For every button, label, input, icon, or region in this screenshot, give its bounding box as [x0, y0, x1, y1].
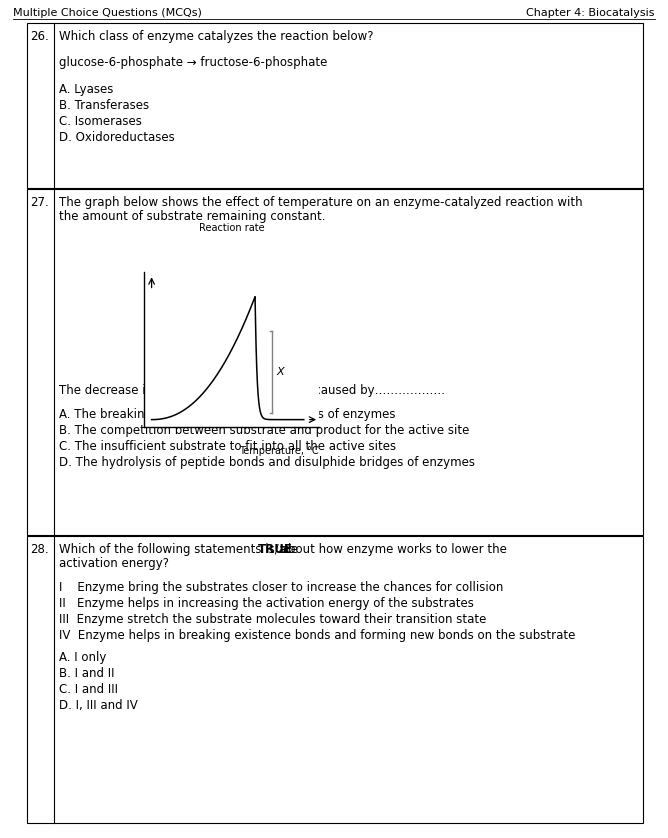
Text: I    Enzyme bring the substrates closer to increase the chances for collision: I Enzyme bring the substrates closer to …	[59, 581, 504, 594]
Text: about how enzyme works to lower the: about how enzyme works to lower the	[277, 543, 507, 556]
Text: C. I and III: C. I and III	[59, 683, 118, 696]
Text: X: X	[277, 367, 284, 377]
Text: glucose-6-phosphate → fructose-6-phosphate: glucose-6-phosphate → fructose-6-phospha…	[59, 56, 327, 69]
Text: 28.: 28.	[30, 543, 49, 556]
Text: 27.: 27.	[30, 196, 49, 209]
Text: activation energy?: activation energy?	[59, 557, 169, 570]
Text: Temperature, °C: Temperature, °C	[239, 446, 319, 456]
Text: D. I, III and IV: D. I, III and IV	[59, 699, 138, 712]
Text: A. I only: A. I only	[59, 651, 106, 664]
Text: A. The breaking of hydrogen and ionic bonds of enzymes: A. The breaking of hydrogen and ionic bo…	[59, 408, 395, 421]
Text: 26.: 26.	[30, 30, 49, 43]
Text: Chapter 4: Biocatalysis: Chapter 4: Biocatalysis	[526, 8, 655, 18]
Text: II   Enzyme helps in increasing the activation energy of the substrates: II Enzyme helps in increasing the activa…	[59, 597, 474, 610]
Text: Reaction rate: Reaction rate	[198, 223, 265, 233]
Text: A. Lyases: A. Lyases	[59, 83, 114, 96]
Text: Which of the following statements is/are: Which of the following statements is/are	[59, 543, 302, 556]
Text: The decrease in the level of activity in X is caused by………………: The decrease in the level of activity in…	[59, 384, 445, 397]
Text: IV  Enzyme helps in breaking existence bonds and forming new bonds on the substr: IV Enzyme helps in breaking existence bo…	[59, 629, 575, 642]
Text: C. Isomerases: C. Isomerases	[59, 115, 142, 128]
Text: B. I and II: B. I and II	[59, 667, 114, 680]
Text: III  Enzyme stretch the substrate molecules toward their transition state: III Enzyme stretch the substrate molecul…	[59, 613, 486, 626]
Text: The graph below shows the effect of temperature on an enzyme-catalyzed reaction : The graph below shows the effect of temp…	[59, 196, 582, 209]
Text: D. The hydrolysis of peptide bonds and disulphide bridges of enzymes: D. The hydrolysis of peptide bonds and d…	[59, 456, 475, 469]
FancyBboxPatch shape	[27, 23, 643, 188]
Text: TRUE: TRUE	[258, 543, 293, 556]
Text: the amount of substrate remaining constant.: the amount of substrate remaining consta…	[59, 210, 325, 223]
Text: B. Transferases: B. Transferases	[59, 99, 149, 112]
Text: Multiple Choice Questions (MCQs): Multiple Choice Questions (MCQs)	[13, 8, 202, 18]
Text: C. The insufficient substrate to fit into all the active sites: C. The insufficient substrate to fit int…	[59, 440, 396, 453]
FancyBboxPatch shape	[27, 189, 643, 535]
Text: Which class of enzyme catalyzes the reaction below?: Which class of enzyme catalyzes the reac…	[59, 30, 373, 43]
Text: B. The competition between substrate and product for the active site: B. The competition between substrate and…	[59, 424, 470, 437]
Text: D. Oxidoreductases: D. Oxidoreductases	[59, 131, 175, 144]
FancyBboxPatch shape	[27, 536, 643, 823]
